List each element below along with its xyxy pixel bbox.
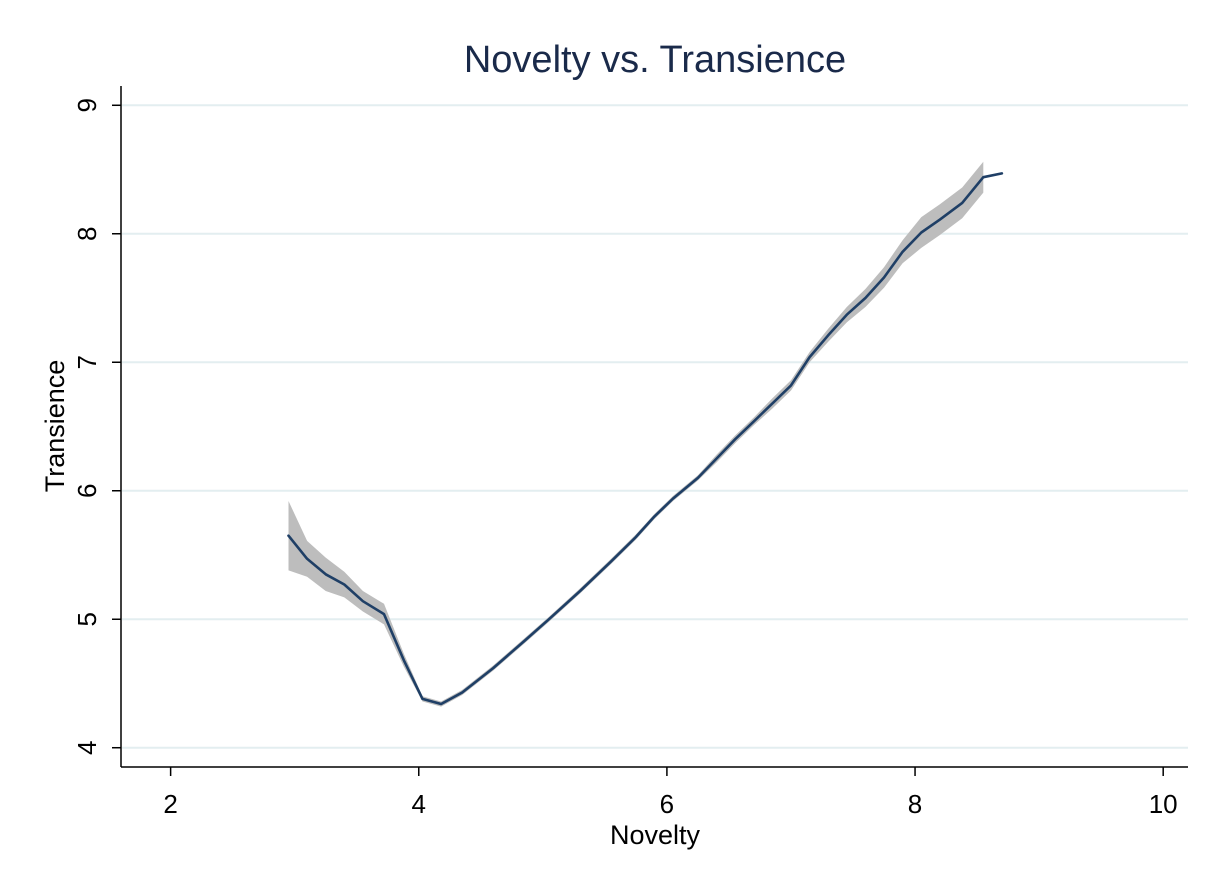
- y-tick-label-4: 4: [72, 740, 102, 754]
- y-tick-label-9: 9: [72, 98, 102, 112]
- axes: [120, 86, 1188, 768]
- y-tick-label-8: 8: [72, 227, 102, 241]
- x-tick-label-8: 8: [908, 789, 922, 819]
- confidence-band-layer: [288, 161, 984, 707]
- tick-marks: 4 5 6 7 8 9 2 4 6 8 10: [72, 98, 1178, 819]
- y-tick-label-7: 7: [72, 355, 102, 369]
- x-tick-label-10: 10: [1149, 789, 1178, 819]
- x-tick-label-4: 4: [412, 789, 426, 819]
- chart-title: Novelty vs. Transience: [464, 39, 846, 81]
- gridlines: [122, 104, 1188, 749]
- y-axis-label: Transience: [40, 360, 70, 493]
- y-tick-label-5: 5: [72, 612, 102, 626]
- confidence-band: [288, 161, 984, 707]
- series-line-layer: [287, 172, 1004, 706]
- x-tick-label-6: 6: [660, 789, 674, 819]
- x-axis-label: Novelty: [610, 820, 701, 850]
- y-tick-label-6: 6: [72, 484, 102, 498]
- x-tick-label-2: 2: [163, 789, 177, 819]
